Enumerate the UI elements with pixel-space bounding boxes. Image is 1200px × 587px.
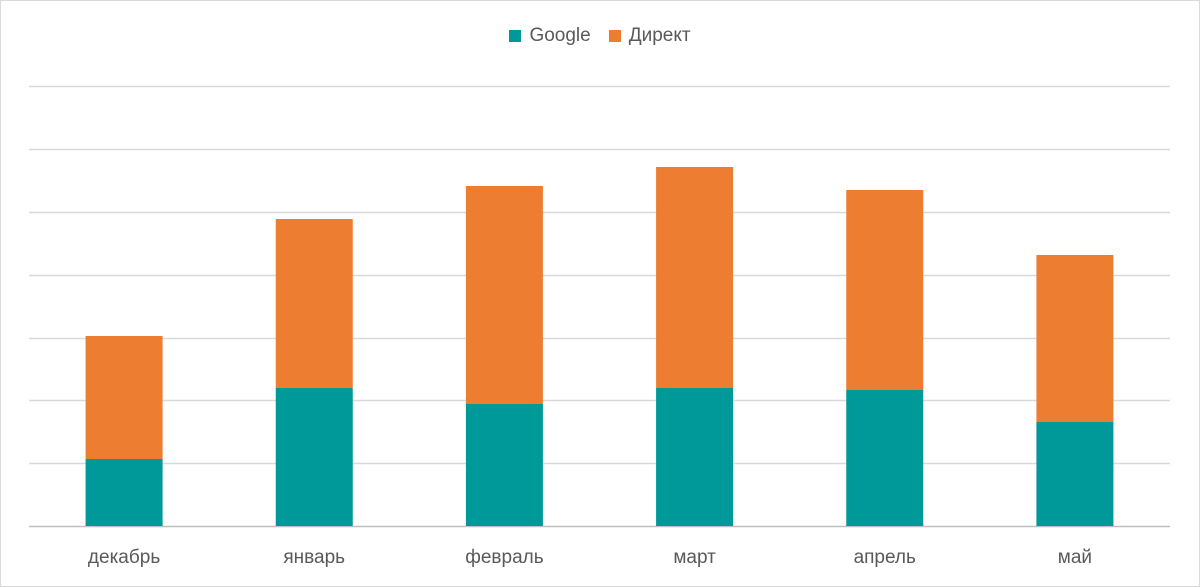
legend: Google Директ xyxy=(0,25,1200,47)
bar-google-4 xyxy=(846,390,924,526)
bar-direct-5 xyxy=(1036,255,1114,422)
bar-direct-0 xyxy=(85,336,163,459)
x-tick-label: май xyxy=(1058,547,1092,568)
bar-google-1 xyxy=(275,388,353,526)
bar-direct-1 xyxy=(275,219,353,388)
x-tick-label: март xyxy=(673,547,716,568)
bar-direct-4 xyxy=(846,190,924,390)
bar-google-5 xyxy=(1036,422,1114,526)
bar-direct-3 xyxy=(656,167,734,388)
bar-google-3 xyxy=(656,388,734,526)
legend-label-direct: Директ xyxy=(628,25,691,46)
bar-google-2 xyxy=(465,404,543,526)
x-tick-label: декабрь xyxy=(88,547,160,568)
legend-item-google: Google xyxy=(509,25,591,47)
x-tick-label: апрель xyxy=(854,547,916,568)
legend-label-google: Google xyxy=(529,25,591,46)
legend-swatch-google xyxy=(509,30,522,42)
x-tick-label: февраль xyxy=(465,547,544,568)
legend-item-direct: Директ xyxy=(608,25,691,47)
x-tick-label: январь xyxy=(283,547,345,568)
bar-direct-2 xyxy=(465,186,543,404)
bar-google-0 xyxy=(85,459,163,526)
legend-swatch-direct xyxy=(608,30,621,42)
